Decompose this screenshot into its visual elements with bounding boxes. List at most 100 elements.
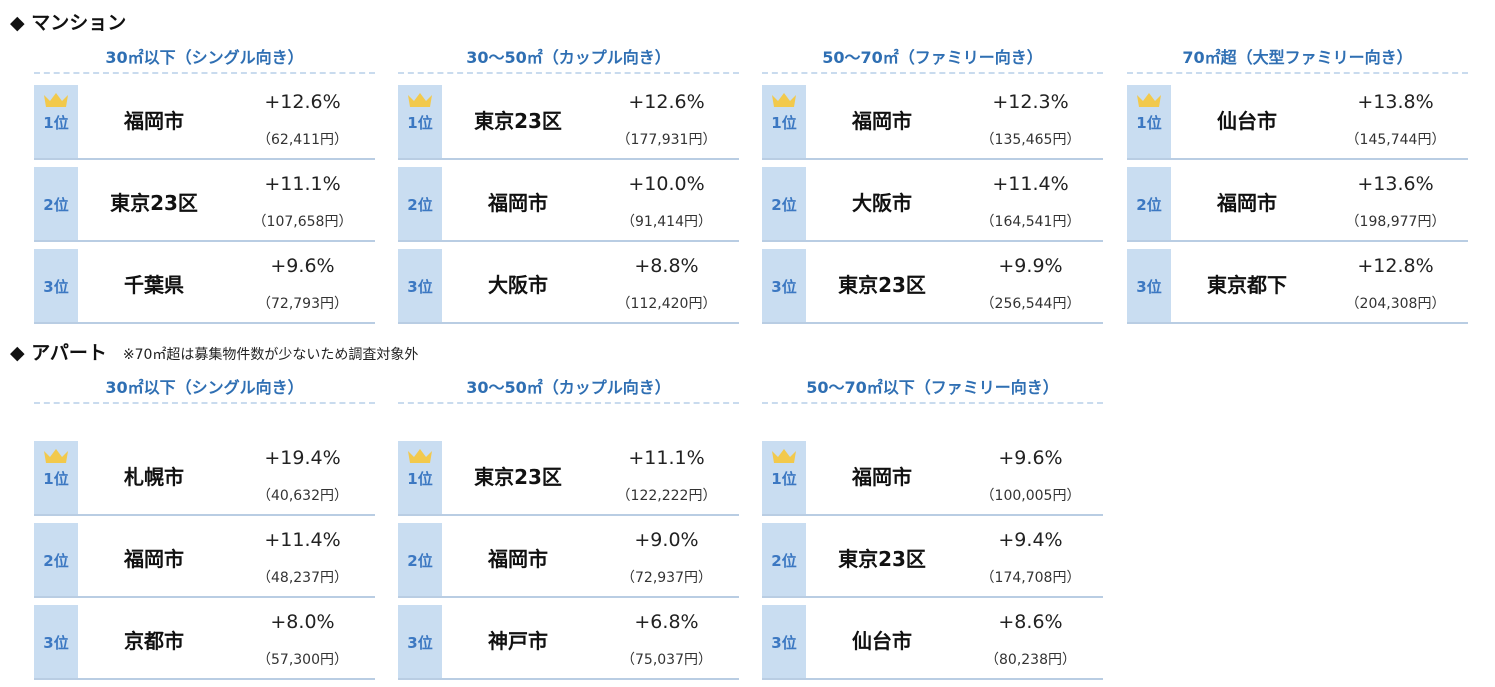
city-name: 福岡市 [488,191,548,215]
mansion-group: 50～70㎡（ファミリー向き） 1位 福岡市 +12.3% （135,465円） 2位 大阪… [762,44,1103,324]
change-percent: +8.6% [998,611,1063,633]
rent-price: （100,005円） [980,488,1081,504]
rank-label: 3位 [407,634,433,652]
ranking-row: 2位 東京23区 +9.4% （174,708円） [762,523,1103,598]
change-percent: +19.4% [264,447,341,469]
city-name: 東京23区 [474,465,562,489]
rent-price: （145,744円） [1345,132,1446,148]
category-divider [762,72,1103,74]
crown-icon [772,93,796,107]
ranking-list: 1位 仙台市 +13.8% （145,744円） 2位 福岡市 +13.6% （198,977… [1127,85,1468,331]
change-percent: +12.6% [628,91,705,113]
ranking-row: 1位 福岡市 +9.6% （100,005円） [762,441,1103,516]
rank-cell: 3位 [1127,249,1171,322]
rank-label: 1位 [407,470,433,488]
mansion-title: ◆ マンション [10,12,127,34]
city-name: 大阪市 [488,273,548,297]
apartment-group: 30㎡以下（シングル向き） 1位 札幌市 +19.4% （40,632円） 2位 福岡市 +1… [34,374,375,680]
rent-price: （72,937円） [621,570,712,586]
rent-price: （75,037円） [621,652,712,668]
city-name: 神戸市 [488,629,548,653]
rank-cell: 1位 [398,85,442,158]
rank-cell: 3位 [398,605,442,678]
rent-price: （112,420円） [616,296,717,312]
ranking-list: 1位 札幌市 +19.4% （40,632円） 2位 福岡市 +11.4% （48,237円）… [34,441,375,687]
rank-label: 2位 [1136,196,1162,214]
category-label: 50～70㎡（ファミリー向き） [822,48,1043,67]
city-name: 東京23区 [474,109,562,133]
ranking-row: 1位 東京23区 +11.1% （122,222円） [398,441,739,516]
rank-label: 2位 [43,552,69,570]
category-label: 30㎡以下（シングル向き） [105,48,304,67]
rent-price: （72,793円） [257,296,348,312]
rent-price: （256,544円） [980,296,1081,312]
rank-label: 3位 [771,634,797,652]
city-name: 東京23区 [838,273,926,297]
ranking-row: 2位 大阪市 +11.4% （164,541円） [762,167,1103,242]
ranking-list: 1位 福岡市 +9.6% （100,005円） 2位 東京23区 +9.4% （174,708… [762,441,1103,687]
rent-price: （204,308円） [1345,296,1446,312]
change-percent: +11.4% [992,173,1069,195]
rank-label: 3位 [771,278,797,296]
category-label: 70㎡超（大型ファミリー向き） [1182,48,1413,67]
category-divider [762,402,1103,404]
change-percent: +11.1% [628,447,705,469]
ranking-row: 3位 東京23区 +9.9% （256,544円） [762,249,1103,324]
rent-price: （164,541円） [980,214,1081,230]
change-percent: +11.1% [264,173,341,195]
ranking-row: 2位 福岡市 +9.0% （72,937円） [398,523,739,598]
ranking-list: 1位 福岡市 +12.3% （135,465円） 2位 大阪市 +11.4% （164,541… [762,85,1103,331]
rank-cell: 3位 [762,249,806,322]
rank-cell: 3位 [34,249,78,322]
change-percent: +6.8% [634,611,699,633]
city-name: 福岡市 [124,109,184,133]
rank-label: 3位 [407,278,433,296]
rank-cell: 2位 [398,167,442,240]
crown-icon [44,93,68,107]
rank-cell: 3位 [34,605,78,678]
rent-price: （122,222円） [616,488,717,504]
city-name: 仙台市 [1217,109,1277,133]
category-label: 30～50㎡（カップル向き） [466,48,671,67]
rank-cell: 1位 [762,441,806,514]
rent-price: （62,411円） [257,132,348,148]
rent-price: （80,238円） [985,652,1076,668]
rank-label: 1位 [43,114,69,132]
change-percent: +10.0% [628,173,705,195]
rank-label: 1位 [407,114,433,132]
city-name: 東京23区 [838,547,926,571]
change-percent: +12.6% [264,91,341,113]
crown-icon [1137,93,1161,107]
rent-price: （177,931円） [616,132,717,148]
rank-label: 2位 [771,552,797,570]
change-percent: +8.0% [270,611,335,633]
apartment-group: 50～70㎡以下（ファミリー向き） 1位 福岡市 +9.6% （100,005円） 2位 東… [762,374,1103,680]
change-percent: +12.3% [992,91,1069,113]
ranking-row: 3位 京都市 +8.0% （57,300円） [34,605,375,680]
apartment-group: 30～50㎡（カップル向き） 1位 東京23区 +11.1% （122,222円） 2位 福… [398,374,739,680]
rank-label: 1位 [1136,114,1162,132]
ranking-list: 1位 東京23区 +11.1% （122,222円） 2位 福岡市 +9.0% （72,937… [398,441,739,687]
rent-price: （91,414円） [621,214,712,230]
category-label: 30㎡以下（シングル向き） [105,378,304,397]
rank-cell: 2位 [762,167,806,240]
change-percent: +9.9% [998,255,1063,277]
mansion-group: 30～50㎡（カップル向き） 1位 東京23区 +12.6% （177,931円） 2位 福… [398,44,739,324]
rent-price: （135,465円） [980,132,1081,148]
apartment-section-title: ◆ アパート ※70㎡超は募集物件数が少ないため調査対象外 [10,338,418,365]
city-name: 京都市 [124,629,184,653]
city-name: 仙台市 [852,629,912,653]
change-percent: +13.8% [1357,91,1434,113]
apartment-title: ◆ アパート [10,342,107,364]
ranking-row: 2位 福岡市 +11.4% （48,237円） [34,523,375,598]
apartment-note: ※70㎡超は募集物件数が少ないため調査対象外 [122,347,419,363]
ranking-row: 2位 東京23区 +11.1% （107,658円） [34,167,375,242]
rank-cell: 1位 [1127,85,1171,158]
change-percent: +9.6% [270,255,335,277]
rank-cell: 1位 [762,85,806,158]
change-percent: +11.4% [264,529,341,551]
rank-label: 2位 [43,196,69,214]
ranking-row: 1位 福岡市 +12.6% （62,411円） [34,85,375,160]
change-percent: +12.8% [1357,255,1434,277]
change-percent: +9.4% [998,529,1063,551]
